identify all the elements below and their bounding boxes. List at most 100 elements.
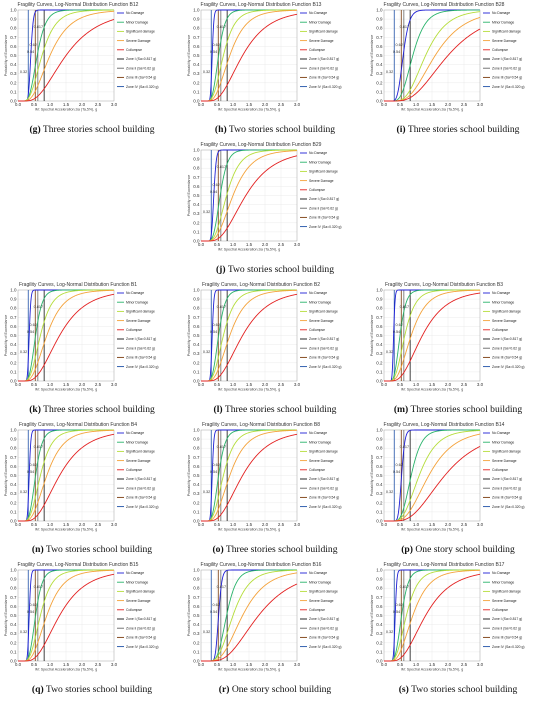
x-tick-label: 1.0 [47,382,54,387]
x-tick-label: 0.0 [198,102,205,107]
curve-significant [201,569,298,662]
y-tick-label: 0.6 [10,464,17,469]
legend-entry: Zone IV (Sa=0.320 g) [309,85,342,89]
caption-text: Two stories school building [45,684,153,695]
legend-entry: Minor Damage [309,20,331,24]
annotation-label: 0.817 [217,165,227,169]
panel-h: Fragility Curves, Log-Normal Distributio… [185,0,365,140]
annotation-label: 0.817 [400,585,410,589]
fragility-chart-n: Fragility Curves, Log-Normal Distributio… [4,422,159,532]
x-axis-label: IM: Spectral Acceleration,Sa (Ta,5%), g [218,528,281,532]
chart-title: Fragility Curves, Log-Normal Distributio… [201,562,322,568]
y-tick-label: 0.5 [10,473,17,478]
y-tick-label: 0.0 [10,519,17,524]
x-tick-label: 2.0 [79,382,86,387]
y-tick-label: 0.4 [193,342,200,347]
x-axis-label: IM: Spectral Acceleration,Sa (Ta,5%), g [35,388,98,392]
curve-collapse [201,433,298,522]
y-tick-label: 0.7 [193,595,200,600]
panel-s: Fragility Curves, Log-Normal Distributio… [368,560,548,700]
y-axis-label: Probability of Exceedance [370,315,374,357]
y-tick-label: 0.7 [193,315,200,320]
annotation-label: 0.54 [393,330,400,334]
curve-collapse [201,583,298,662]
annotation-label: 0.32 [20,350,27,354]
y-tick-label: 0.6 [10,604,17,609]
fragility-chart-q: Fragility Curves, Log-Normal Distributio… [4,562,159,672]
y-tick-label: 0.0 [10,379,17,384]
y-tick-label: 0.6 [193,184,200,189]
y-axis-label: Probability of Exceedance [4,595,8,637]
y-tick-label: 0.5 [193,193,200,198]
curve-severe [18,10,115,102]
annotation-label: 0.54 [210,470,217,474]
curve-minor [384,429,480,522]
y-tick-label: 0.2 [193,220,200,225]
legend-entry: Significant damage [309,310,338,314]
caption-text: Two stories school building [411,684,518,695]
x-tick-label: 0.5 [397,102,404,107]
annotation-label: 0.54 [393,610,400,614]
curve-collapse [18,433,115,522]
annotation-label: 0.54 [27,470,34,474]
y-tick-label: 0.8 [193,306,200,311]
legend-entry: Minor Damage [309,580,331,584]
legend-entry: No Damage [492,431,510,435]
x-tick-label: 3.0 [111,102,118,107]
caption-tag: (h) [214,124,227,135]
x-tick-label: 0.0 [198,522,205,527]
legend-entry: Severe Damage [309,179,334,183]
x-axis-label: IM: Spectral Acceleration,Sa (Ta,5%), g [35,108,98,112]
x-tick-label: 1.5 [246,242,253,247]
x-tick-label: 1.5 [429,522,436,527]
x-axis-label: IM: Spectral Acceleration,Sa (Ta,5%), g [35,668,98,672]
legend-entry: Zone I (Sa=0.817 g) [309,57,339,61]
y-tick-label: 0.2 [193,500,200,505]
y-tick-label: 0.7 [376,595,383,600]
panel-m: Fragility Curves, Log-Normal Distributio… [368,280,548,420]
annotation-label: 0.32 [20,490,27,494]
curve-significant [384,289,480,382]
fragility-chart-p: Fragility Curves, Log-Normal Distributio… [370,422,525,532]
fragility-chart-g: Fragility Curves, Log-Normal Distributio… [4,2,159,112]
curve-significant [18,9,115,102]
y-tick-label: 0.0 [193,379,200,384]
y-tick-label: 0.2 [376,360,383,365]
legend-entry: No Damage [309,151,327,155]
y-tick-label: 0.4 [10,622,17,627]
annotation-label: 0.817 [217,25,227,29]
y-tick-label: 0.4 [10,62,17,67]
y-tick-label: 0.4 [10,482,17,487]
curve-significant [201,289,297,382]
y-tick-label: 0.1 [10,649,17,654]
annotation-label: 0.32 [20,70,27,74]
legend-entry: Zone I (Sa=0.817 g) [492,617,522,621]
x-tick-label: 3.0 [294,662,301,667]
curve-severe [384,433,481,522]
caption-k: (k) Three stories school building [2,404,182,415]
legend-entry: Severe Damage [126,39,151,43]
y-tick-label: 0.1 [193,369,200,374]
y-tick-label: 0.9 [376,437,383,442]
annotation-label: 0.817 [217,585,227,589]
curve-significant [201,9,297,102]
x-tick-label: 0.0 [381,102,388,107]
chart-title: Fragility Curves, Log-Normal Distributio… [18,562,139,568]
x-axis-label: IM: Spectral Acceleration,Sa (Ta,5%), g [218,668,281,672]
x-tick-label: 1.5 [63,102,70,107]
x-tick-label: 2.5 [278,662,285,667]
legend-entry: Minor Damage [492,20,514,24]
annotation-label: 0.32 [386,70,393,74]
annotation-label: 0.62 [212,463,219,467]
chart-title: Fragility Curves, Log-Normal Distributio… [19,282,137,288]
annotation-label: 0.32 [20,630,27,634]
x-tick-label: 0.5 [31,522,38,527]
y-tick-label: 0.3 [193,631,200,636]
legend-entry: Zone IV (Sa=0.320 g) [309,645,342,649]
y-tick-label: 0.5 [193,613,200,618]
y-tick-label: 0.2 [376,80,383,85]
legend-entry: Collumpse [309,188,325,192]
x-axis-label: IM: Spectral Acceleration,Sa (Ta,5%), g [401,108,464,112]
legend-entry: Zone III (Sa=0.54 g) [309,216,339,220]
x-tick-label: 3.0 [477,522,484,527]
